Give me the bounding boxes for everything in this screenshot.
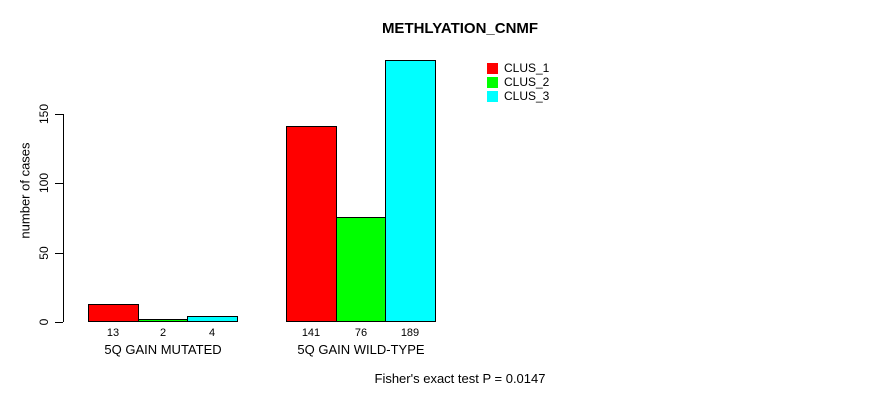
legend-label: CLUS_3 — [504, 89, 550, 103]
bar-clus_2-1 — [336, 217, 387, 322]
group-label: 5Q GAIN WILD-TYPE — [297, 342, 425, 357]
bar-clus_3-0 — [187, 316, 238, 322]
bar-value-label: 76 — [354, 327, 368, 339]
bar-value-label: 2 — [159, 327, 167, 339]
y-tick-label: 100 — [37, 172, 51, 194]
bar-clus_1-1 — [286, 126, 337, 322]
y-tick-label: 150 — [37, 103, 51, 125]
bar-clus_1-0 — [88, 304, 139, 322]
y-tick — [55, 183, 63, 184]
y-tick — [55, 114, 63, 115]
bar-clus_3-1 — [385, 60, 436, 322]
legend-item: CLUS_2 — [487, 75, 549, 89]
bar-value-label: 141 — [301, 327, 321, 339]
y-tick-label: 50 — [37, 246, 51, 260]
legend-label: CLUS_2 — [504, 75, 550, 89]
group-label: 5Q GAIN MUTATED — [104, 342, 222, 357]
legend: CLUS_1 CLUS_2 CLUS_3 — [487, 61, 549, 103]
y-axis-line — [63, 114, 64, 322]
legend-item: CLUS_3 — [487, 89, 549, 103]
legend-item: CLUS_1 — [487, 61, 549, 75]
annotation-text: Fisher's exact test P = 0.0147 — [374, 371, 546, 386]
legend-swatch — [487, 90, 498, 102]
y-tick — [55, 322, 63, 323]
legend-swatch — [487, 76, 498, 88]
legend-swatch — [487, 62, 498, 74]
bar-value-label: 189 — [400, 327, 420, 339]
chart-title: METHLYATION_CNMF — [381, 20, 539, 37]
bar-value-label: 13 — [106, 327, 120, 339]
bar-clus_2-0 — [138, 319, 189, 322]
bar-value-label: 4 — [208, 327, 216, 339]
y-axis-label: number of cases — [17, 142, 33, 239]
y-tick — [55, 253, 63, 254]
y-tick-label: 0 — [37, 318, 51, 326]
legend-label: CLUS_1 — [504, 61, 550, 75]
